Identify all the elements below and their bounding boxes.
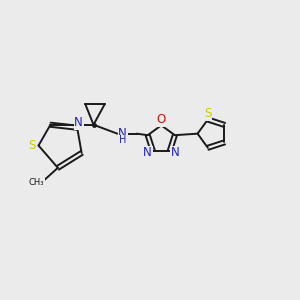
Text: N: N <box>118 127 127 140</box>
Text: S: S <box>28 139 36 152</box>
Text: CH₃: CH₃ <box>29 178 44 187</box>
Text: N: N <box>171 146 179 159</box>
Text: H: H <box>119 135 126 145</box>
Text: N: N <box>143 146 152 159</box>
Text: S: S <box>204 107 212 120</box>
Text: O: O <box>157 113 166 127</box>
Text: N: N <box>74 116 83 129</box>
